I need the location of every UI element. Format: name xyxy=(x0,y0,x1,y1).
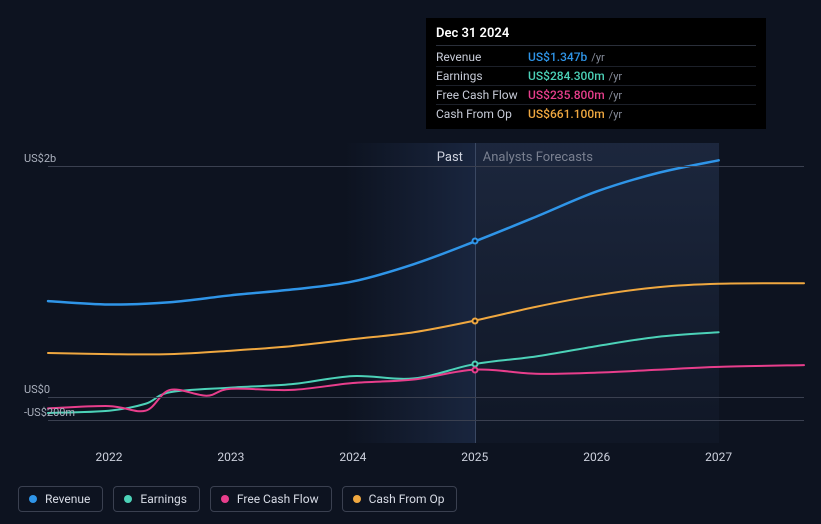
tooltip-rows: RevenueUS$1.347b/yrEarningsUS$284.300m/y… xyxy=(436,48,756,123)
tooltip-metric: Revenue xyxy=(436,50,528,64)
legend-label: Free Cash Flow xyxy=(237,492,319,506)
tooltip-unit: /yr xyxy=(609,108,622,121)
tooltip-row: Cash From OpUS$661.100m/yr xyxy=(436,105,756,123)
x-axis-label: 2027 xyxy=(705,450,732,464)
gridline xyxy=(48,166,804,167)
legend-item-cash_from_op[interactable]: Cash From Op xyxy=(342,486,458,512)
legend-item-revenue[interactable]: Revenue xyxy=(18,486,103,512)
x-axis-labels: 2022 2023 2024 2025 2026 2027 xyxy=(48,450,804,470)
tooltip-metric: Free Cash Flow xyxy=(436,88,528,102)
revenue-marker xyxy=(471,238,478,245)
x-axis-label: 2023 xyxy=(217,450,244,464)
x-axis-label: 2024 xyxy=(339,450,366,464)
legend-item-earnings[interactable]: Earnings xyxy=(113,486,200,512)
legend: Revenue Earnings Free Cash Flow Cash From O… xyxy=(18,486,457,512)
legend-label: Cash From Op xyxy=(369,492,445,506)
tooltip-row: Free Cash FlowUS$235.800m/yr xyxy=(436,86,756,105)
legend-label: Revenue xyxy=(45,492,90,506)
tooltip-metric: Cash From Op xyxy=(436,107,528,121)
tooltip-value: US$235.800m xyxy=(528,88,605,102)
forecast-label: Analysts Forecasts xyxy=(483,150,593,165)
legend-item-free_cash_flow[interactable]: Free Cash Flow xyxy=(210,486,332,512)
plot-area[interactable] xyxy=(48,143,804,443)
y-axis-label: US$2b xyxy=(24,152,56,165)
cash_from_op-line xyxy=(48,283,804,354)
y-axis-label: US$0 xyxy=(24,383,50,396)
tooltip-unit: /yr xyxy=(591,51,604,64)
y-axis-label: -US$200m xyxy=(24,406,75,419)
legend-dot-icon xyxy=(353,495,361,503)
tooltip-unit: /yr xyxy=(609,70,622,83)
x-axis-label: 2026 xyxy=(583,450,610,464)
free_cash_flow-marker xyxy=(471,366,478,373)
tooltip-value: US$661.100m xyxy=(528,107,605,121)
gridline xyxy=(48,420,804,421)
tooltip-row: RevenueUS$1.347b/yr xyxy=(436,48,756,67)
legend-dot-icon xyxy=(221,495,229,503)
free_cash_flow-line xyxy=(48,365,804,411)
revenue-line xyxy=(48,160,719,304)
tooltip-date: Dec 31 2024 xyxy=(436,26,756,46)
tooltip: Dec 31 2024 RevenueUS$1.347b/yrEarningsU… xyxy=(426,18,766,129)
gridline xyxy=(48,397,804,398)
series-svg xyxy=(48,143,804,443)
legend-label: Earnings xyxy=(140,492,187,506)
past-label: Past xyxy=(437,150,463,165)
x-axis-label: 2025 xyxy=(461,450,488,464)
cash_from_op-marker xyxy=(471,317,478,324)
tooltip-row: EarningsUS$284.300m/yr xyxy=(436,67,756,86)
x-axis-label: 2022 xyxy=(95,450,122,464)
tooltip-value: US$284.300m xyxy=(528,69,605,83)
legend-dot-icon xyxy=(124,495,132,503)
legend-dot-icon xyxy=(29,495,37,503)
tooltip-value: US$1.347b xyxy=(528,50,587,64)
tooltip-unit: /yr xyxy=(609,89,622,102)
tooltip-metric: Earnings xyxy=(436,69,528,83)
